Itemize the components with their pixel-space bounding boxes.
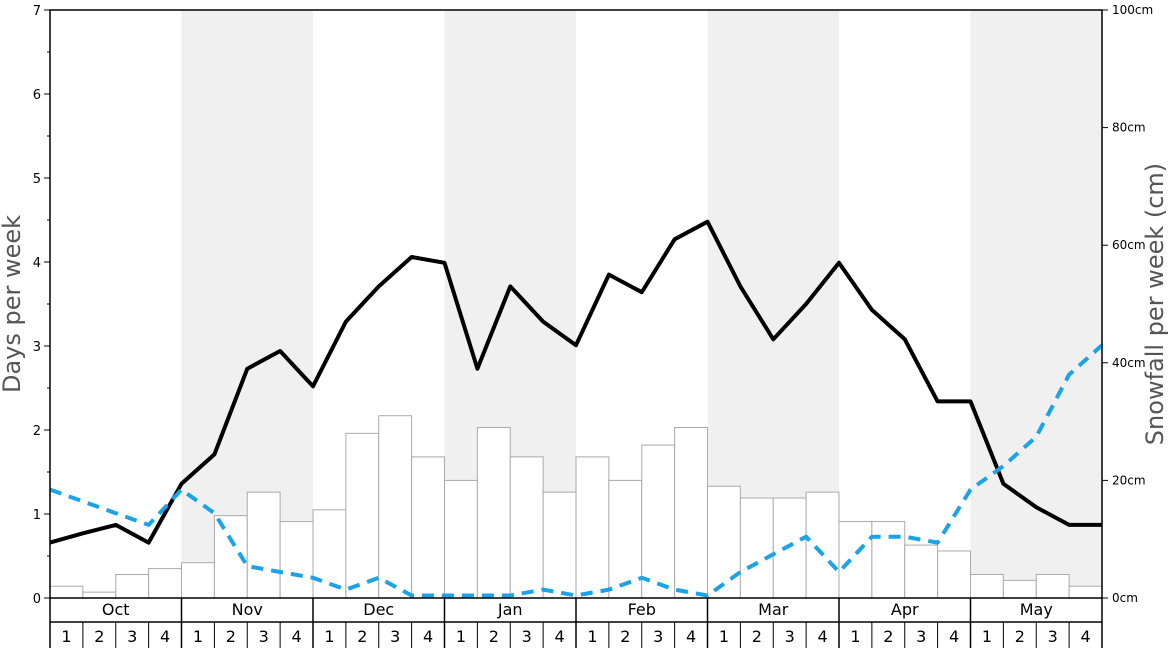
right-tick-label: 40cm xyxy=(1112,356,1146,370)
week-label: 2 xyxy=(357,627,367,646)
right-tick-label: 20cm xyxy=(1112,473,1146,487)
snowfall-bars xyxy=(49,415,1103,599)
snowfall-bar xyxy=(1002,579,1037,599)
left-tick-label: 0 xyxy=(33,592,41,607)
left-tick-label: 1 xyxy=(33,508,41,523)
snowfall-bar xyxy=(641,444,676,599)
left-axis: 0 1 2 3 4 5 6 7 xyxy=(33,4,50,607)
week-label: 4 xyxy=(423,627,433,646)
week-label: 1 xyxy=(61,627,71,646)
week-label: 2 xyxy=(752,627,762,646)
week-label: 1 xyxy=(587,627,597,646)
right-tick-label: 60cm xyxy=(1112,238,1146,252)
snowfall-bar xyxy=(411,456,445,599)
snowfall-bar xyxy=(115,573,150,599)
right-tick-label: 80cm xyxy=(1112,121,1146,135)
month-label: Oct xyxy=(102,600,130,619)
snowfall-bar xyxy=(838,521,873,599)
week-label: 3 xyxy=(127,627,137,646)
snowfall-bar xyxy=(542,491,577,599)
left-tick-label: 3 xyxy=(33,340,41,355)
week-label: 1 xyxy=(982,627,992,646)
snowfall-bar xyxy=(82,591,117,599)
snowfall-bar xyxy=(904,544,939,599)
week-label: 3 xyxy=(522,627,532,646)
week-label: 1 xyxy=(719,627,729,646)
week-label: 2 xyxy=(883,627,893,646)
snowfall-bar xyxy=(181,562,215,599)
x-axis-table: Oct 1 2 3 4 Nov 1 2 3 4 Dec 1 2 3 4 Jan 1 2 3 4 Feb 1 2 3 4 Mar 1 2… xyxy=(49,598,1103,648)
month-label: Feb xyxy=(628,600,656,619)
week-label: 3 xyxy=(916,627,926,646)
week-label: 4 xyxy=(686,627,696,646)
snowfall-bar xyxy=(970,573,1004,599)
snowfall-bar xyxy=(707,485,741,599)
week-label: 4 xyxy=(949,627,959,646)
snowfall-bar xyxy=(378,415,413,599)
left-tick-label: 4 xyxy=(33,256,41,271)
snowfall-bar xyxy=(1068,585,1103,599)
week-label: 2 xyxy=(620,627,630,646)
week-label: 2 xyxy=(94,627,104,646)
week-label: 1 xyxy=(193,627,203,646)
week-label: 3 xyxy=(785,627,795,646)
left-axis-title: Days per week xyxy=(0,215,26,393)
week-label: 4 xyxy=(554,627,564,646)
snowfall-bar xyxy=(1035,573,1070,599)
solid-series-line xyxy=(49,219,1102,545)
snowfall-bar xyxy=(279,521,314,599)
snowfall-bar xyxy=(937,550,971,599)
week-label: 4 xyxy=(1080,627,1090,646)
week-label: 3 xyxy=(653,627,663,646)
week-label: 3 xyxy=(1048,627,1058,646)
snowfall-bar xyxy=(246,491,281,599)
snowfall-bar xyxy=(772,497,807,599)
snowfall-bar xyxy=(739,497,774,599)
week-label: 2 xyxy=(226,627,236,646)
week-label: 1 xyxy=(456,627,466,646)
snowfall-bar xyxy=(674,426,708,599)
month-label: Jan xyxy=(497,600,523,619)
right-axis-title: Snowfall per week (cm) xyxy=(1141,163,1168,445)
left-tick-label: 6 xyxy=(33,88,41,103)
snowfall-bar xyxy=(312,509,347,599)
week-label: 2 xyxy=(1015,627,1025,646)
left-tick-label: 2 xyxy=(33,424,41,439)
week-label: 4 xyxy=(817,627,827,646)
month-label: Nov xyxy=(232,600,263,619)
right-tick-label: 0cm xyxy=(1112,591,1138,605)
week-label: 3 xyxy=(259,627,269,646)
week-label: 2 xyxy=(489,627,499,646)
week-label: 4 xyxy=(291,627,301,646)
week-label: 4 xyxy=(160,627,170,646)
left-tick-label: 7 xyxy=(33,4,41,19)
month-band xyxy=(970,10,1102,598)
snowfall-bar xyxy=(509,456,544,599)
snowfall-bar xyxy=(476,426,511,599)
month-label: Apr xyxy=(891,600,919,619)
month-label: Mar xyxy=(758,600,789,619)
month-label: Dec xyxy=(363,600,394,619)
snowfall-bar xyxy=(871,521,906,599)
snowfall-bar xyxy=(608,479,643,599)
right-tick-label: 100cm xyxy=(1112,3,1153,17)
week-label: 1 xyxy=(850,627,860,646)
month-label: May xyxy=(1020,600,1053,619)
left-tick-label: 5 xyxy=(33,172,41,187)
month-bands xyxy=(181,10,1102,598)
snowfall-bar xyxy=(345,432,380,599)
snowfall-bar xyxy=(805,491,840,599)
snowfall-bar xyxy=(444,479,478,599)
week-label: 3 xyxy=(390,627,400,646)
snowfall-bar xyxy=(49,585,84,599)
snowfall-bar xyxy=(575,456,610,599)
right-axis: 0cm 20cm 40cm 60cm 80cm 100cm xyxy=(1102,3,1153,605)
snowfall-bar xyxy=(148,568,182,599)
series-lines xyxy=(49,219,1104,598)
week-label: 1 xyxy=(324,627,334,646)
